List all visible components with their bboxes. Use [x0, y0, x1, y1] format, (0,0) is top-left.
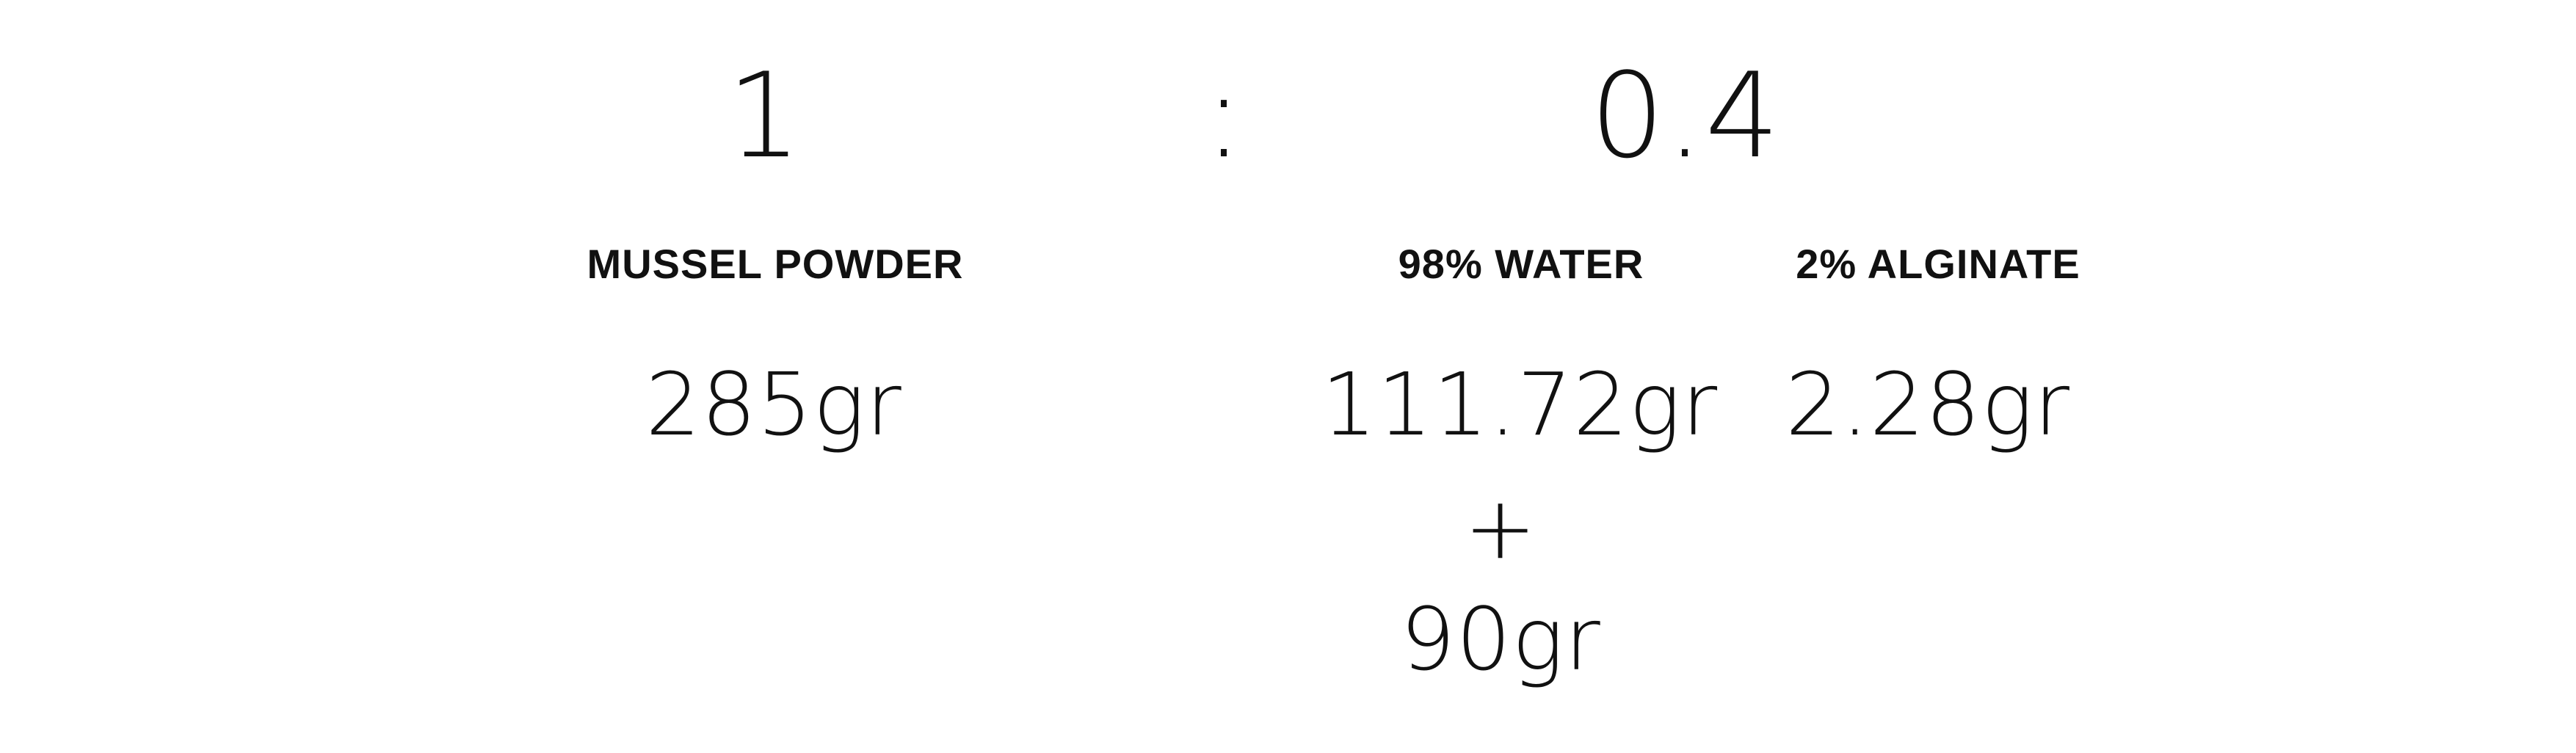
water-extra-amount: 90gr [1400, 589, 1601, 690]
mussel-powder-label: MUSSEL POWDER [587, 241, 964, 287]
water-label: 98% WATER [1398, 241, 1644, 287]
ratio-left-value: 1 [727, 47, 803, 184]
mussel-powder-amount: 285gr [645, 354, 902, 455]
ratio-right-value: 0.4 [1589, 47, 1782, 184]
plus-sign: + [1464, 477, 1537, 578]
alginate-label: 2% ALGINATE [1796, 241, 2080, 287]
ratio-separator: : [1204, 47, 1245, 184]
water-amount: 111.72gr [1321, 354, 1719, 455]
alginate-amount: 2.28gr [1785, 354, 2071, 455]
